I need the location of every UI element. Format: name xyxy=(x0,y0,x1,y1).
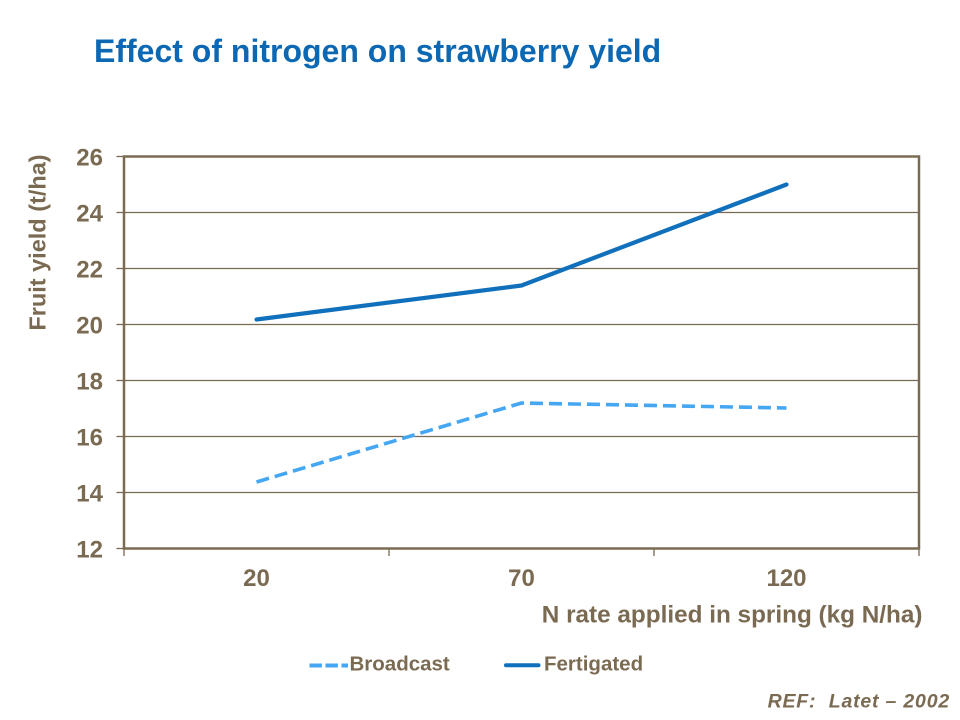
svg-text:16: 16 xyxy=(76,425,103,452)
svg-text:120: 120 xyxy=(766,565,806,592)
svg-text:Broadcast: Broadcast xyxy=(350,653,450,676)
svg-text:22: 22 xyxy=(76,257,103,284)
svg-text:REF: Latet – 2002: REF: Latet – 2002 xyxy=(768,690,950,712)
svg-text:24: 24 xyxy=(76,201,103,228)
svg-text:18: 18 xyxy=(76,369,103,396)
svg-text:26: 26 xyxy=(76,145,103,172)
svg-text:20: 20 xyxy=(76,313,103,340)
svg-text:Fruit yield (t/ha): Fruit yield (t/ha) xyxy=(25,154,51,330)
svg-text:70: 70 xyxy=(508,565,535,592)
svg-text:14: 14 xyxy=(76,481,103,508)
svg-text:N rate applied in spring (kg N: N rate applied in spring (kg N/ha) xyxy=(542,602,923,629)
svg-text:20: 20 xyxy=(243,565,270,592)
svg-text:Fertigated: Fertigated xyxy=(544,653,643,676)
svg-text:12: 12 xyxy=(76,537,103,564)
